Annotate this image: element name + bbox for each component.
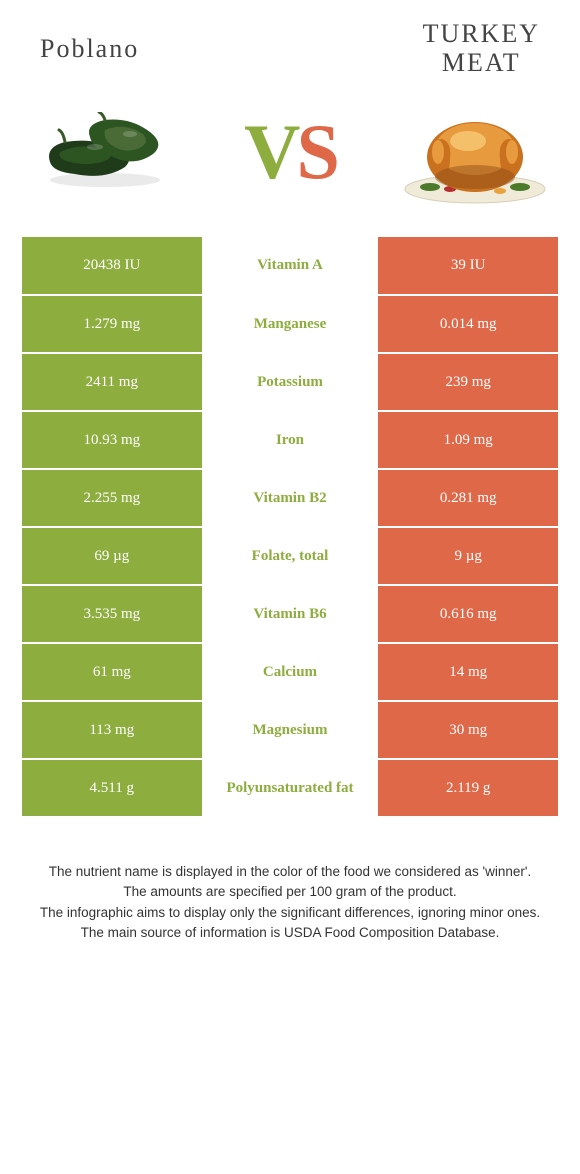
- value-left: 113 mg: [22, 701, 202, 759]
- value-left: 20438 IU: [22, 237, 202, 295]
- footer-l2: The amounts are specified per 100 gram o…: [36, 882, 544, 902]
- table-row: 69 µgFolate, total9 µg: [22, 527, 558, 585]
- value-left: 2.255 mg: [22, 469, 202, 527]
- table-row: 1.279 mgManganese0.014 mg: [22, 295, 558, 353]
- value-left: 69 µg: [22, 527, 202, 585]
- value-right: 0.616 mg: [378, 585, 558, 643]
- nutrient-name: Folate, total: [202, 527, 379, 585]
- value-right: 1.09 mg: [378, 411, 558, 469]
- value-left: 3.535 mg: [22, 585, 202, 643]
- nutrient-name: Manganese: [202, 295, 379, 353]
- nutrient-name: Vitamin B2: [202, 469, 379, 527]
- value-right: 30 mg: [378, 701, 558, 759]
- value-left: 61 mg: [22, 643, 202, 701]
- nutrient-tbody: 20438 IUVitamin A39 IU1.279 mgManganese0…: [22, 237, 558, 817]
- turkey-image: [400, 97, 550, 207]
- table-row: 2411 mgPotassium239 mg: [22, 353, 558, 411]
- header: Poblano TURKEY MEAT: [0, 0, 580, 87]
- title-left: Poblano: [40, 34, 139, 64]
- footer-l1: The nutrient name is displayed in the co…: [36, 862, 544, 882]
- poblano-icon: [35, 112, 175, 192]
- vs-v: V: [244, 108, 296, 195]
- hero-row: VS: [0, 87, 580, 237]
- nutrient-name: Polyunsaturated fat: [202, 759, 379, 817]
- table-row: 2.255 mgVitamin B20.281 mg: [22, 469, 558, 527]
- value-right: 239 mg: [378, 353, 558, 411]
- turkey-icon: [400, 97, 550, 207]
- table-row: 113 mgMagnesium30 mg: [22, 701, 558, 759]
- value-right: 0.014 mg: [378, 295, 558, 353]
- table-row: 4.511 gPolyunsaturated fat2.119 g: [22, 759, 558, 817]
- footer-l3: The infographic aims to display only the…: [36, 903, 544, 923]
- value-right: 2.119 g: [378, 759, 558, 817]
- table-row: 20438 IUVitamin A39 IU: [22, 237, 558, 295]
- value-left: 1.279 mg: [22, 295, 202, 353]
- table-row: 61 mgCalcium14 mg: [22, 643, 558, 701]
- vs-s: S: [296, 108, 335, 195]
- value-left: 4.511 g: [22, 759, 202, 817]
- poblano-image: [30, 97, 180, 207]
- nutrient-name: Magnesium: [202, 701, 379, 759]
- table-row: 3.535 mgVitamin B60.616 mg: [22, 585, 558, 643]
- footer-l4: The main source of information is USDA F…: [36, 923, 544, 943]
- nutrient-name: Vitamin A: [202, 237, 379, 295]
- value-right: 39 IU: [378, 237, 558, 295]
- nutrient-name: Calcium: [202, 643, 379, 701]
- title-right: TURKEY MEAT: [423, 20, 540, 77]
- footer-notes: The nutrient name is displayed in the co…: [0, 818, 580, 943]
- value-left: 2411 mg: [22, 353, 202, 411]
- title-right-l2: MEAT: [442, 48, 521, 77]
- value-right: 0.281 mg: [378, 469, 558, 527]
- value-right: 14 mg: [378, 643, 558, 701]
- value-left: 10.93 mg: [22, 411, 202, 469]
- value-right: 9 µg: [378, 527, 558, 585]
- nutrient-name: Vitamin B6: [202, 585, 379, 643]
- nutrient-table: 20438 IUVitamin A39 IU1.279 mgManganese0…: [22, 237, 558, 818]
- table-row: 10.93 mgIron1.09 mg: [22, 411, 558, 469]
- title-right-l1: TURKEY: [423, 19, 540, 48]
- vs-label: VS: [244, 107, 336, 197]
- nutrient-name: Iron: [202, 411, 379, 469]
- nutrient-name: Potassium: [202, 353, 379, 411]
